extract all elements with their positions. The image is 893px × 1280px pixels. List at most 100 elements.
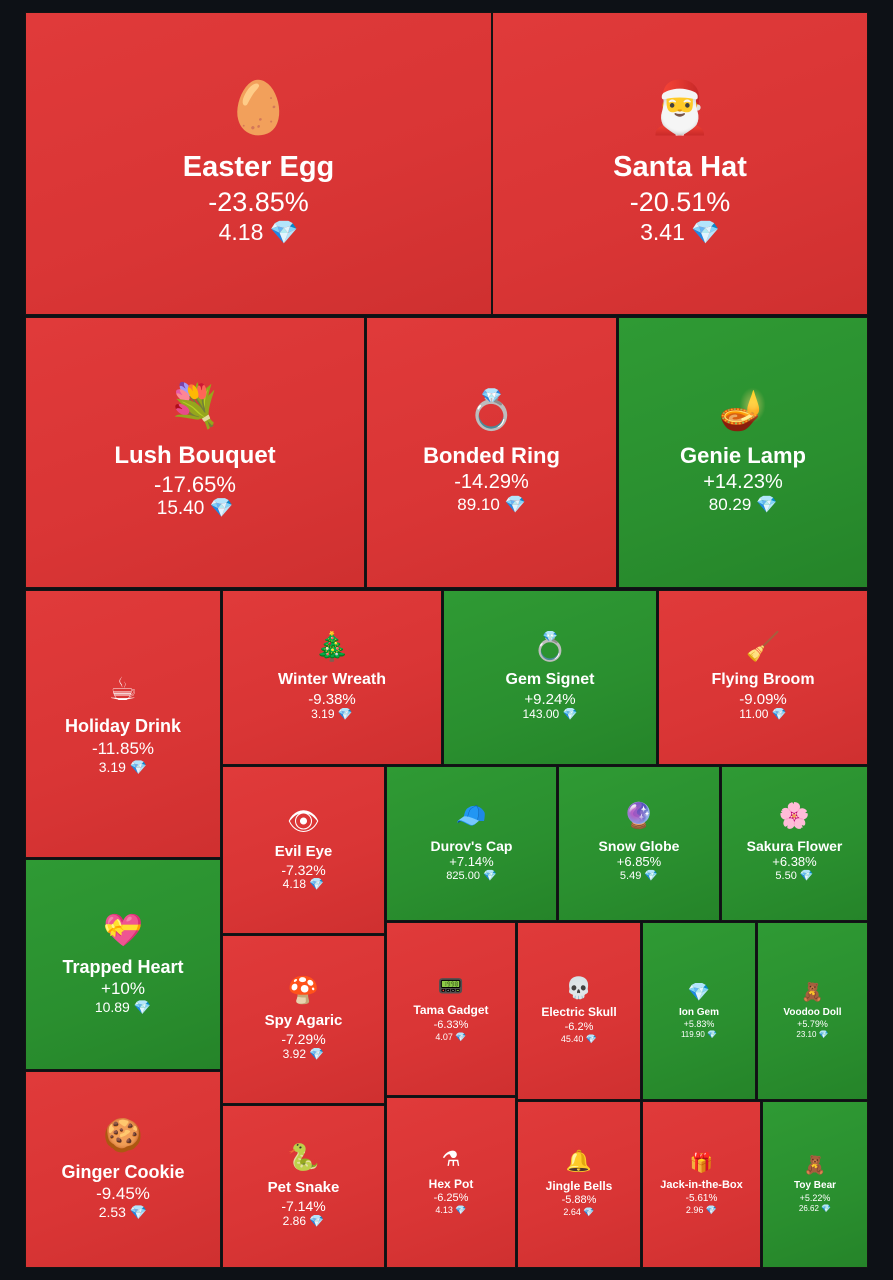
tile-price: 5.49 💎 bbox=[620, 870, 658, 883]
diamond-icon: 💎 bbox=[209, 497, 234, 519]
tile-label: Jack-in-the-Box bbox=[660, 1179, 743, 1192]
tile-label: Jingle Bells bbox=[545, 1178, 613, 1193]
tile-change: -7.14% bbox=[281, 1198, 326, 1215]
tama-gadget-icon: 📟 bbox=[437, 974, 465, 998]
tile-genie-lamp[interactable]: 🪔 Genie Lamp +14.23% 80.29 💎 bbox=[618, 317, 868, 588]
tile-easter-egg[interactable]: 🥚 Easter Egg -23.85% 4.18 💎 bbox=[25, 12, 492, 315]
tile-trapped-heart[interactable]: 💝 Trapped Heart +10% 10.89 💎 bbox=[25, 859, 221, 1070]
tile-price: 2.96 💎 bbox=[686, 1205, 717, 1215]
tile-price: 4.07 💎 bbox=[435, 1032, 466, 1042]
diamond-icon: 💎 bbox=[309, 1046, 325, 1061]
tile-label: Easter Egg bbox=[182, 150, 335, 183]
tile-change: -9.09% bbox=[739, 690, 787, 708]
tile-evil-eye[interactable]: 👁 Evil Eye -7.32% 4.18 💎 bbox=[222, 766, 385, 934]
tile-price: 4.18 💎 bbox=[219, 219, 299, 245]
diamond-icon: 💎 bbox=[707, 1030, 718, 1040]
price-value: 11.00 bbox=[739, 707, 772, 722]
tile-toy-bear[interactable]: 🧸 Toy Bear +5.22% 26.62 💎 bbox=[762, 1101, 868, 1268]
tile-change: +10% bbox=[101, 979, 145, 999]
pet-snake-icon: 🐍 bbox=[287, 1142, 320, 1173]
price-value: 4.13 bbox=[435, 1205, 456, 1216]
tile-jingle-bells[interactable]: 🔔 Jingle Bells -5.88% 2.64 💎 bbox=[517, 1101, 641, 1268]
tile-snow-globe[interactable]: 🔮 Snow Globe +6.85% 5.49 💎 bbox=[558, 766, 720, 921]
tile-price: 2.64 💎 bbox=[563, 1207, 594, 1217]
tile-label: Pet Snake bbox=[267, 1179, 340, 1197]
tile-price: 4.18 💎 bbox=[282, 877, 325, 892]
diamond-icon: 💎 bbox=[644, 870, 659, 883]
spy-agaric-icon: 🍄 bbox=[287, 975, 320, 1006]
diamond-icon: 💎 bbox=[771, 707, 787, 722]
diamond-icon: 💎 bbox=[585, 1033, 598, 1044]
price-value: 80.29 bbox=[708, 494, 757, 514]
voodoo-doll-icon: 🧸 bbox=[801, 981, 824, 1002]
tile-lush-bouquet[interactable]: 💐 Lush Bouquet -17.65% 15.40 💎 bbox=[25, 317, 365, 588]
ion-gem-icon: 💎 bbox=[687, 981, 711, 1002]
tile-change: +6.38% bbox=[772, 854, 817, 869]
tile-santa-hat[interactable]: 🎅 Santa Hat -20.51% 3.41 💎 bbox=[492, 12, 868, 315]
tile-hex-pot[interactable]: ⚗ Hex Pot -6.25% 4.13 💎 bbox=[386, 1097, 516, 1268]
tile-change: -17.65% bbox=[154, 471, 236, 497]
jack-in-the-box-icon: 🎁 bbox=[689, 1152, 714, 1174]
tile-price: 3.19 💎 bbox=[99, 759, 148, 775]
tile-price: 4.13 💎 bbox=[435, 1205, 466, 1215]
tile-durov-s-cap[interactable]: 🧢 Durov's Cap +7.14% 825.00 💎 bbox=[386, 766, 557, 921]
tile-label: Hex Pot bbox=[428, 1176, 474, 1191]
winter-wreath-icon: 🎄 bbox=[314, 630, 350, 662]
trapped-heart-icon: 💝 bbox=[103, 911, 143, 948]
tile-change: -7.29% bbox=[281, 1031, 326, 1048]
tile-price: 2.53 💎 bbox=[99, 1204, 148, 1220]
tile-change: -20.51% bbox=[629, 186, 731, 217]
tile-price: 23.10 💎 bbox=[796, 1030, 828, 1039]
price-value: 5.49 bbox=[619, 870, 645, 883]
tile-price: 10.89 💎 bbox=[95, 999, 151, 1015]
diamond-icon: 💎 bbox=[129, 1204, 148, 1221]
tile-price: 3.19 💎 bbox=[311, 707, 353, 722]
price-value: 4.18 bbox=[218, 218, 270, 245]
holiday-drink-icon: ☕ bbox=[108, 671, 138, 708]
price-value: 4.18 bbox=[282, 877, 310, 892]
tile-price: 119.90 💎 bbox=[681, 1030, 717, 1039]
tile-flying-broom[interactable]: 🧹 Flying Broom -9.09% 11.00 💎 bbox=[658, 590, 868, 765]
price-value: 26.62 bbox=[798, 1203, 822, 1213]
tile-electric-skull[interactable]: 💀 Electric Skull -6.2% 45.40 💎 bbox=[517, 922, 641, 1100]
tile-label: Genie Lamp bbox=[680, 443, 806, 469]
diamond-icon: 💎 bbox=[455, 1205, 467, 1216]
tile-winter-wreath[interactable]: 🎄 Winter Wreath -9.38% 3.19 💎 bbox=[222, 590, 442, 765]
tile-label: Spy Agaric bbox=[264, 1012, 343, 1030]
lush-bouquet-icon: 💐 bbox=[168, 382, 222, 430]
tile-label: Electric Skull bbox=[541, 1005, 617, 1020]
tile-change: +9.24% bbox=[524, 690, 576, 708]
tile-tama-gadget[interactable]: 📟 Tama Gadget -6.33% 4.07 💎 bbox=[386, 922, 516, 1096]
easter-egg-icon: 🥚 bbox=[226, 78, 291, 136]
tile-bonded-ring[interactable]: 💍 Bonded Ring -14.29% 89.10 💎 bbox=[366, 317, 617, 588]
tile-price: 3.41 💎 bbox=[640, 219, 720, 245]
tile-change: +6.85% bbox=[616, 854, 662, 869]
sakura-flower-icon: 🌸 bbox=[778, 801, 811, 830]
tile-spy-agaric[interactable]: 🍄 Spy Agaric -7.29% 3.92 💎 bbox=[222, 935, 385, 1104]
tile-pet-snake[interactable]: 🐍 Pet Snake -7.14% 2.86 💎 bbox=[222, 1105, 385, 1268]
tile-price: 80.29 💎 bbox=[709, 495, 777, 515]
bonded-ring-icon: 💍 bbox=[467, 388, 516, 432]
tile-ion-gem[interactable]: 💎 Ion Gem +5.83% 119.90 💎 bbox=[642, 922, 756, 1100]
tile-price: 825.00 💎 bbox=[446, 870, 496, 883]
tile-gem-signet[interactable]: 💍 Gem Signet +9.24% 143.00 💎 bbox=[443, 590, 657, 765]
santa-hat-icon: 🎅 bbox=[648, 78, 712, 136]
tile-holiday-drink[interactable]: ☕ Holiday Drink -11.85% 3.19 💎 bbox=[25, 590, 221, 858]
tile-price: 2.86 💎 bbox=[283, 1214, 325, 1229]
snow-globe-icon: 🔮 bbox=[623, 801, 655, 830]
price-value: 10.89 bbox=[94, 999, 134, 1016]
tile-voodoo-doll[interactable]: 🧸 Voodoo Doll +5.79% 23.10 💎 bbox=[757, 922, 868, 1100]
tile-label: Winter Wreath bbox=[277, 670, 386, 688]
tile-sakura-flower[interactable]: 🌸 Sakura Flower +6.38% 5.50 💎 bbox=[721, 766, 868, 921]
tile-change: +5.83% bbox=[683, 1019, 715, 1030]
tile-change: -9.45% bbox=[96, 1184, 150, 1204]
tile-change: -23.85% bbox=[208, 186, 309, 217]
tile-change: -9.38% bbox=[308, 690, 356, 708]
jingle-bells-icon: 🔔 bbox=[565, 1150, 593, 1174]
tile-jack-in-the-box[interactable]: 🎁 Jack-in-the-Box -5.61% 2.96 💎 bbox=[642, 1101, 761, 1268]
price-value: 15.40 bbox=[156, 497, 210, 519]
tile-label: Trapped Heart bbox=[62, 956, 184, 977]
diamond-icon: 💎 bbox=[818, 1030, 829, 1040]
tile-ginger-cookie[interactable]: 🍪 Ginger Cookie -9.45% 2.53 💎 bbox=[25, 1071, 221, 1268]
electric-skull-icon: 💀 bbox=[565, 976, 593, 1000]
